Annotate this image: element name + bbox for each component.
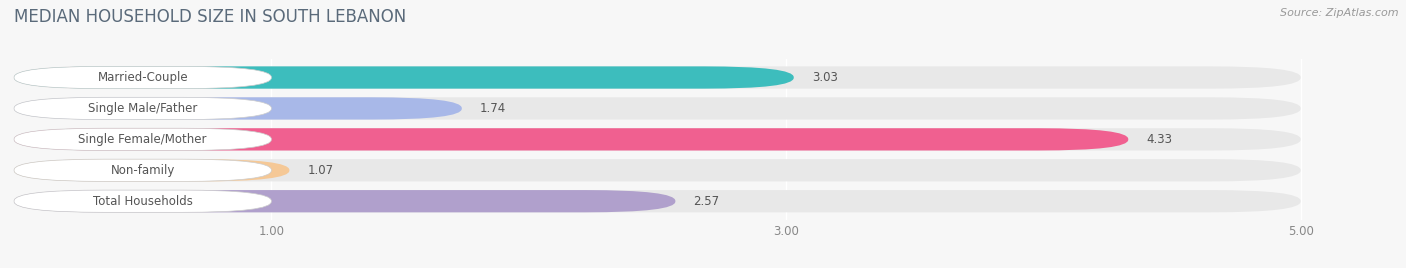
FancyBboxPatch shape [14, 128, 1301, 151]
FancyBboxPatch shape [14, 97, 461, 120]
Text: 2.57: 2.57 [693, 195, 720, 208]
Text: 3.03: 3.03 [811, 71, 838, 84]
Text: Married-Couple: Married-Couple [97, 71, 188, 84]
Text: Single Female/Mother: Single Female/Mother [79, 133, 207, 146]
Text: Total Households: Total Households [93, 195, 193, 208]
FancyBboxPatch shape [14, 128, 1128, 151]
FancyBboxPatch shape [14, 97, 1301, 120]
Text: Source: ZipAtlas.com: Source: ZipAtlas.com [1281, 8, 1399, 18]
Text: Single Male/Father: Single Male/Father [89, 102, 197, 115]
Text: Non-family: Non-family [111, 164, 174, 177]
FancyBboxPatch shape [14, 66, 271, 89]
FancyBboxPatch shape [14, 66, 1301, 89]
Text: 1.07: 1.07 [308, 164, 333, 177]
Text: MEDIAN HOUSEHOLD SIZE IN SOUTH LEBANON: MEDIAN HOUSEHOLD SIZE IN SOUTH LEBANON [14, 8, 406, 26]
FancyBboxPatch shape [14, 159, 1301, 181]
Text: 1.74: 1.74 [479, 102, 506, 115]
FancyBboxPatch shape [14, 190, 271, 212]
FancyBboxPatch shape [14, 128, 271, 151]
FancyBboxPatch shape [14, 190, 675, 212]
FancyBboxPatch shape [14, 159, 271, 181]
FancyBboxPatch shape [14, 97, 271, 120]
FancyBboxPatch shape [14, 159, 290, 181]
FancyBboxPatch shape [14, 190, 1301, 212]
Text: 4.33: 4.33 [1146, 133, 1173, 146]
FancyBboxPatch shape [14, 66, 794, 89]
